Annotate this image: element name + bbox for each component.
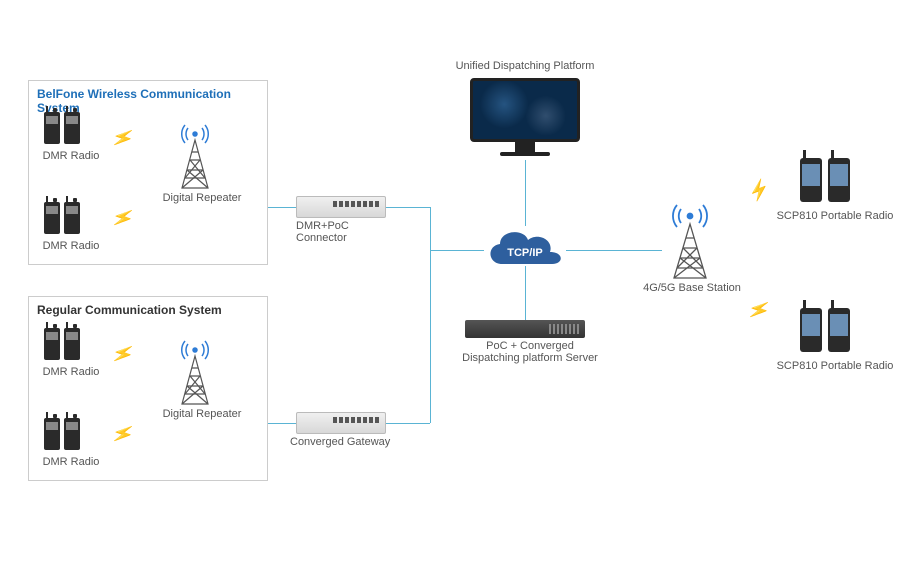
connection-line [525,266,526,320]
digital-repeater-tower [170,336,220,406]
scp810-pair [800,308,860,368]
wireless-icon: ⚡ [745,297,773,324]
connection-line [268,207,296,208]
dmr-radio-label: DMR Radio [36,240,106,252]
gateway-label: Converged Gateway [290,436,400,448]
digital-repeater-label: Digital Repeater [152,192,252,204]
server-label: PoC + Converged Dispatching platform Ser… [455,340,605,364]
scp810-pair [800,158,860,218]
regular-title: Regular Communication System [37,303,222,317]
tcpip-text: TCP/IP [507,247,542,259]
connection-line [430,250,484,251]
base-station-label: 4G/5G Base Station [632,282,752,294]
dmr-radio-label: DMR Radio [36,456,106,468]
digital-repeater-tower [170,120,220,190]
connector-label: DMR+PoC Connector [296,220,386,244]
scp810-label: SCP810 Portable Radio [770,360,900,372]
base-station-tower [660,200,720,280]
converged-gateway [296,412,386,434]
dmr-radio-label: DMR Radio [36,150,106,162]
scp810-label: SCP810 Portable Radio [770,210,900,222]
dispatching-platform-monitor [470,78,580,158]
dmr-radio-label: DMR Radio [36,366,106,378]
belfone-title: BelFone Wireless Communication System [37,87,267,115]
platform-label: Unified Dispatching Platform [440,60,610,72]
connection-line [386,207,430,208]
dmr-poc-connector [296,196,386,218]
connection-line [430,207,431,250]
connection-line [386,423,430,424]
connection-line [268,423,296,424]
digital-repeater-label: Digital Repeater [152,408,252,420]
connection-line [525,160,526,226]
connection-line [566,250,662,251]
wireless-icon: ⚡ [745,177,773,204]
connection-line [430,250,431,423]
dispatching-server [465,320,585,338]
